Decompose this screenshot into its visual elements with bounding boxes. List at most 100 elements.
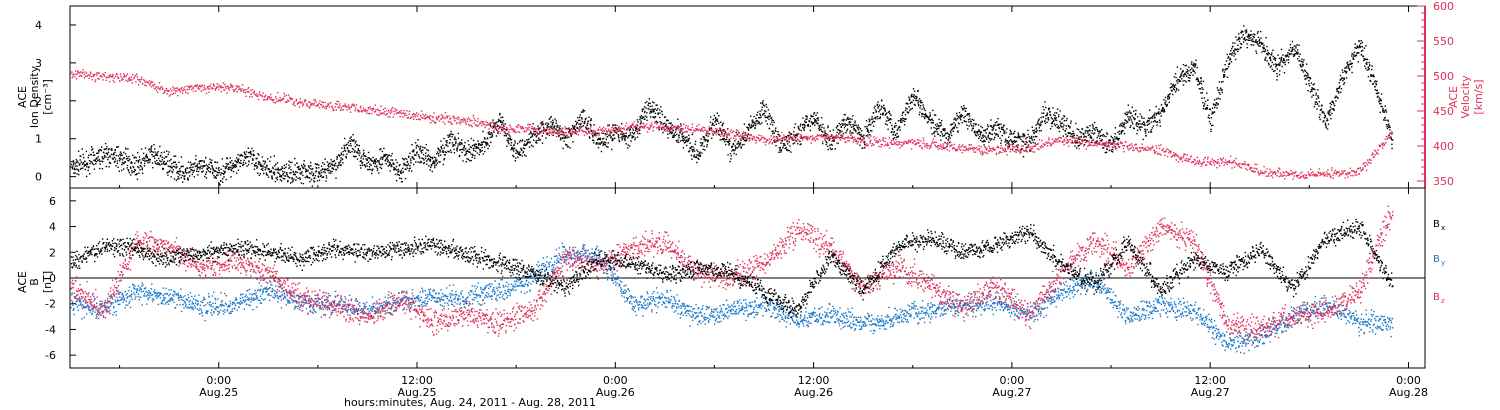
density-point (269, 160, 271, 162)
velocity-point (384, 107, 386, 109)
density-point (374, 165, 376, 168)
density-point (922, 106, 925, 108)
density-point (577, 127, 579, 130)
density-point (316, 163, 318, 165)
density-point (408, 156, 410, 158)
density-point (729, 160, 731, 163)
density-point (1263, 47, 1266, 49)
density-point (172, 169, 175, 171)
density-point (90, 153, 92, 156)
density-point (222, 178, 224, 180)
density-point (607, 146, 609, 148)
density-point (994, 136, 996, 139)
velocity-point (94, 79, 97, 81)
density-point (621, 133, 624, 136)
density-point (344, 137, 346, 140)
density-point (817, 119, 819, 121)
density-point (588, 130, 590, 132)
density-point (1230, 61, 1233, 63)
density-point (817, 117, 819, 119)
density-point (1215, 98, 1218, 100)
density-point (1238, 48, 1240, 51)
density-point (1093, 128, 1095, 130)
density-point (984, 129, 987, 131)
density-point (1305, 63, 1308, 65)
density-point (1148, 120, 1150, 122)
density-point (506, 139, 508, 141)
velocity-point (301, 105, 304, 107)
velocity-point (325, 106, 328, 108)
density-point (896, 129, 899, 131)
density-point (811, 115, 813, 118)
density-point (285, 166, 287, 168)
density-point (625, 135, 628, 138)
density-point (468, 148, 470, 150)
density-point (849, 130, 851, 132)
velocity-point (117, 77, 120, 79)
velocity-point (252, 92, 254, 94)
density-point (500, 120, 502, 122)
density-point (1184, 80, 1186, 82)
density-point (671, 136, 674, 138)
density-point (1326, 128, 1329, 130)
density-point (565, 143, 567, 146)
density-point (641, 117, 643, 120)
velocity-point (368, 113, 371, 115)
density-point (1260, 41, 1262, 44)
density-point (1301, 58, 1303, 60)
density-point (98, 158, 100, 161)
velocity-point (182, 90, 184, 92)
density-point (1290, 50, 1292, 52)
density-point (900, 118, 902, 120)
density-point (1286, 59, 1288, 61)
density-point (1079, 131, 1081, 133)
density-point (1373, 81, 1376, 83)
density-point (911, 101, 913, 104)
density-point (239, 155, 241, 157)
velocity-point (392, 116, 394, 118)
density-point (250, 154, 252, 156)
density-point (611, 139, 613, 142)
density-point (696, 161, 698, 164)
density-point (735, 153, 737, 156)
density-point (1277, 64, 1279, 66)
velocity-point (381, 112, 383, 114)
velocity-point (223, 89, 226, 91)
density-point (375, 158, 377, 160)
density-point (1350, 62, 1352, 64)
density-point (1024, 143, 1026, 145)
density-point (262, 169, 264, 172)
density-point (1117, 139, 1119, 141)
density-point (673, 136, 675, 138)
density-point (439, 161, 441, 163)
density-point (1156, 121, 1158, 123)
density-point (681, 132, 684, 134)
density-point (888, 110, 890, 113)
velocity-point (71, 71, 73, 73)
density-point (703, 136, 705, 138)
density-point (613, 134, 615, 136)
density-point (561, 137, 564, 139)
density-point (509, 137, 512, 139)
density-point (218, 166, 220, 169)
density-point (646, 112, 648, 114)
density-point (485, 143, 487, 145)
density-point (470, 137, 472, 140)
density-point (1106, 132, 1108, 134)
density-point (1266, 52, 1268, 55)
density-point (608, 134, 610, 136)
density-point (827, 126, 829, 129)
density-point (582, 125, 585, 127)
velocity-point (205, 88, 207, 90)
density-point (436, 162, 439, 164)
density-point (1062, 126, 1064, 128)
density-point (510, 144, 512, 146)
velocity-point (347, 106, 349, 108)
velocity-point (221, 86, 223, 89)
density-point (1233, 52, 1236, 55)
velocity-point (116, 76, 119, 78)
density-point (506, 145, 508, 147)
density-point (771, 121, 773, 123)
density-point (562, 147, 564, 150)
density-point (401, 181, 403, 183)
